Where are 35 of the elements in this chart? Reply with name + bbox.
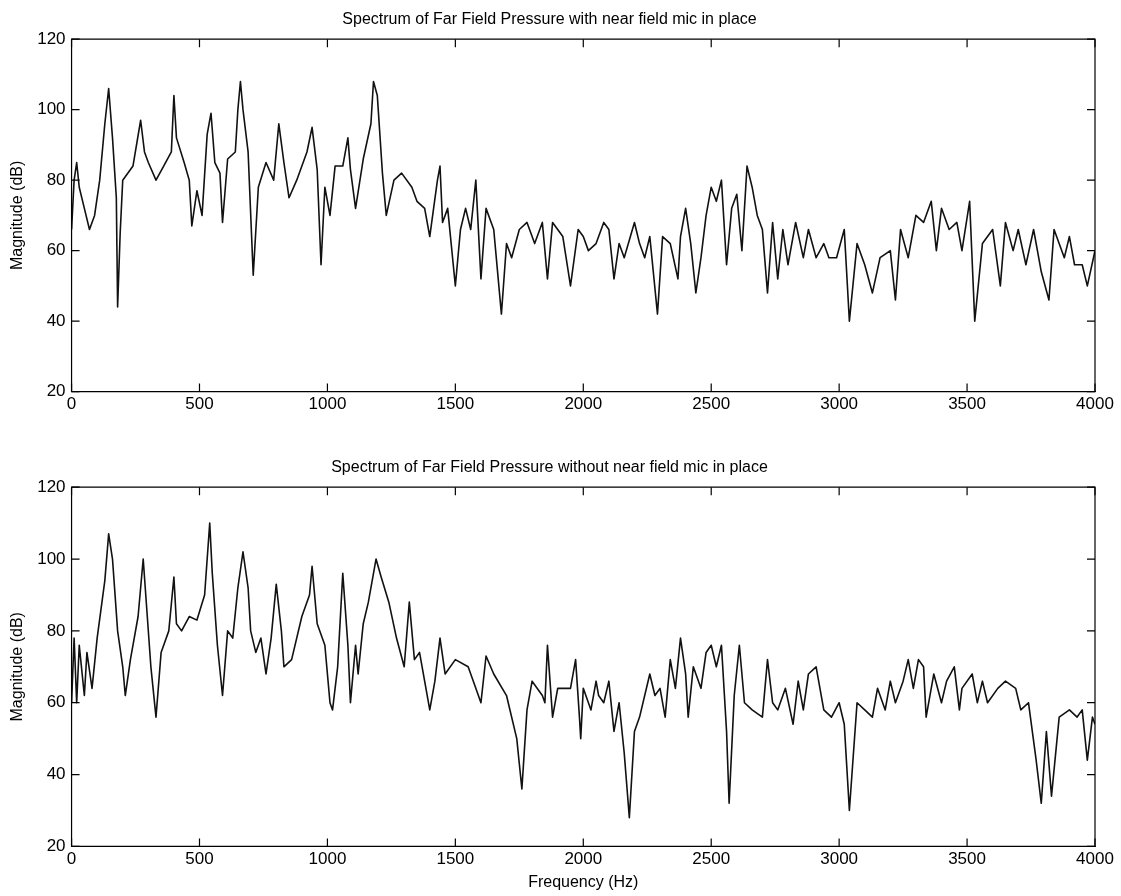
x-tick-label: 500	[185, 849, 214, 869]
x-axis-title: Frequency (Hz)	[528, 872, 639, 890]
y-tick-label: 40	[46, 310, 66, 330]
y-tick-label: 120	[37, 476, 66, 496]
x-tick-label: 0	[66, 849, 77, 869]
chart-title: Spectrum of Far Field Pressure without near field mic in place	[331, 458, 768, 476]
y-axis-title: Magnitude (dB)	[8, 612, 26, 722]
x-tick-label: 4000	[1076, 394, 1114, 414]
y-tick-label: 100	[37, 99, 66, 119]
x-tick-label: 2000	[564, 849, 603, 869]
x-tick-label: 3000	[820, 394, 859, 414]
x-tick-label: 4000	[1076, 849, 1114, 869]
y-tick-label: 60	[46, 240, 66, 260]
x-tick-label: 3500	[948, 849, 986, 869]
x-tick-label: 1000	[308, 394, 347, 414]
x-tick-label: 1000	[308, 849, 347, 869]
y-tick-label: 60	[46, 692, 66, 712]
y-tick-label: 20	[46, 381, 66, 401]
y-tick-label: 80	[46, 620, 66, 640]
x-tick-label: 3000	[820, 849, 859, 869]
y-tick-label: 80	[46, 169, 66, 189]
chart-title: Spectrum of Far Field Pressure with near field mic in place	[342, 10, 757, 28]
x-tick-label: 2500	[692, 849, 731, 869]
x-tick-label: 2500	[692, 394, 731, 414]
y-tick-label: 40	[46, 764, 66, 784]
y-axis-title: Magnitude (dB)	[8, 160, 26, 271]
y-tick-label: 20	[46, 836, 66, 856]
x-tick-label: 0	[66, 394, 77, 414]
y-tick-label: 100	[37, 548, 66, 568]
x-tick-label: 1500	[436, 849, 475, 869]
y-tick-label: 120	[37, 28, 66, 48]
x-tick-label: 2000	[564, 394, 603, 414]
x-tick-label: 1500	[436, 394, 475, 414]
x-tick-label: 500	[185, 394, 214, 414]
x-tick-label: 3500	[948, 394, 986, 414]
